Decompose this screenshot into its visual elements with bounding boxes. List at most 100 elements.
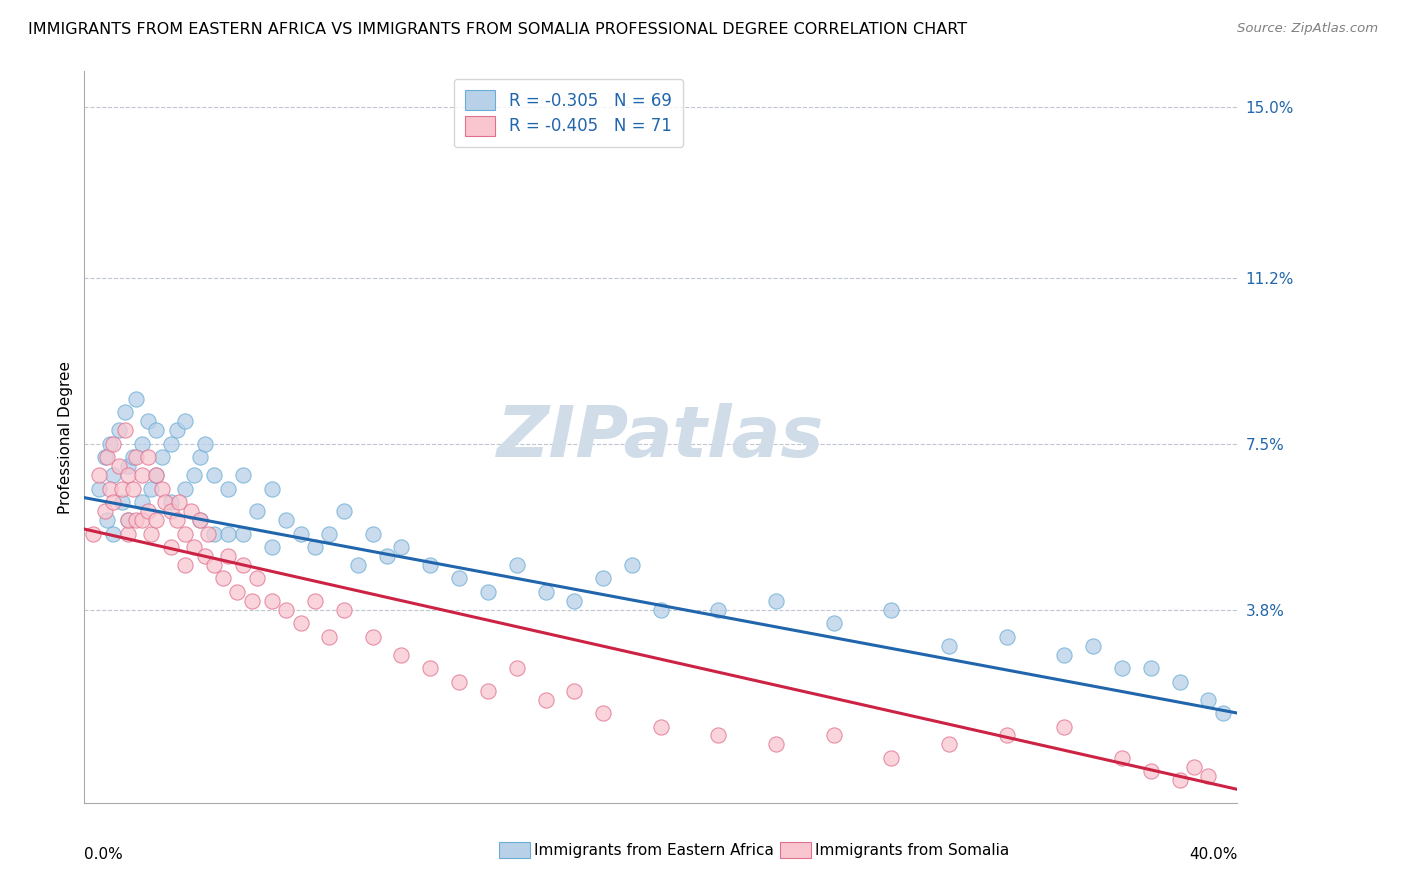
Point (166, 513, 188, 527)
Point (114, 405, 136, 419)
Point (391, 648, 413, 662)
Point (361, 526, 384, 541)
Point (823, 729, 845, 743)
Point (103, 526, 124, 541)
Point (333, 603, 356, 617)
Point (108, 459, 131, 474)
Point (139, 482, 162, 496)
Point (160, 504, 183, 518)
Point (194, 437, 217, 451)
Point (111, 495, 134, 509)
Point (290, 526, 312, 541)
Point (276, 603, 298, 617)
Point (260, 594, 283, 608)
Point (166, 423, 188, 437)
Point (103, 437, 124, 451)
Point (232, 558, 254, 572)
Text: ZIPatlas: ZIPatlas (498, 402, 824, 472)
Point (506, 558, 529, 572)
Point (117, 513, 139, 527)
Point (96, 450, 118, 465)
Point (1212, 706, 1234, 720)
Text: Immigrants from Somalia: Immigrants from Somalia (815, 843, 1010, 857)
Point (131, 495, 153, 509)
Point (136, 504, 159, 518)
Point (211, 571, 233, 585)
Point (477, 683, 499, 698)
Point (131, 468, 153, 483)
Point (98, 437, 121, 451)
Point (1053, 648, 1076, 662)
Point (218, 482, 240, 496)
Point (150, 450, 173, 465)
Point (218, 526, 240, 541)
Point (145, 468, 167, 483)
Point (621, 558, 644, 572)
Point (117, 513, 139, 527)
Point (1111, 661, 1133, 675)
Point (707, 603, 730, 617)
Point (160, 540, 183, 554)
Point (419, 558, 441, 572)
Point (449, 674, 471, 689)
Point (174, 526, 197, 541)
Point (995, 729, 1018, 743)
Point (246, 504, 269, 518)
Point (361, 630, 384, 644)
Point (188, 450, 211, 465)
Point (202, 558, 225, 572)
Point (1198, 692, 1220, 706)
Point (202, 468, 225, 483)
Point (160, 495, 183, 509)
Point (136, 414, 159, 428)
Point (188, 513, 211, 527)
Point (93, 504, 115, 518)
Point (111, 482, 134, 496)
Point (1053, 719, 1076, 733)
Point (592, 571, 614, 585)
Point (333, 504, 356, 518)
Point (650, 719, 672, 733)
Point (823, 616, 845, 631)
Point (108, 423, 131, 437)
Point (938, 639, 960, 653)
Point (260, 540, 283, 554)
Y-axis label: Professional Degree: Professional Degree (58, 360, 73, 514)
Point (114, 423, 136, 437)
Point (117, 526, 139, 541)
Point (347, 558, 370, 572)
Point (1083, 639, 1105, 653)
Text: 0.0%: 0.0% (84, 847, 124, 862)
Point (131, 437, 153, 451)
Point (197, 526, 219, 541)
Point (232, 468, 254, 483)
Point (93, 450, 115, 465)
Point (136, 450, 159, 465)
Point (564, 683, 586, 698)
Point (145, 423, 167, 437)
Point (506, 661, 529, 675)
Point (202, 526, 225, 541)
Point (125, 392, 148, 406)
Point (564, 594, 586, 608)
Point (276, 513, 298, 527)
Point (218, 549, 240, 563)
Point (160, 437, 183, 451)
Point (125, 450, 148, 465)
Point (1168, 674, 1191, 689)
Point (318, 526, 340, 541)
Point (103, 468, 124, 483)
Text: Source: ZipAtlas.com: Source: ZipAtlas.com (1237, 22, 1378, 36)
Point (880, 751, 903, 765)
Point (82, 526, 104, 541)
Point (87, 482, 110, 496)
Point (1182, 760, 1205, 774)
Point (145, 513, 167, 527)
Point (938, 738, 960, 752)
Point (174, 414, 197, 428)
Point (180, 504, 202, 518)
Point (122, 450, 145, 465)
Point (1140, 764, 1163, 779)
Point (477, 585, 499, 599)
Point (290, 616, 312, 631)
